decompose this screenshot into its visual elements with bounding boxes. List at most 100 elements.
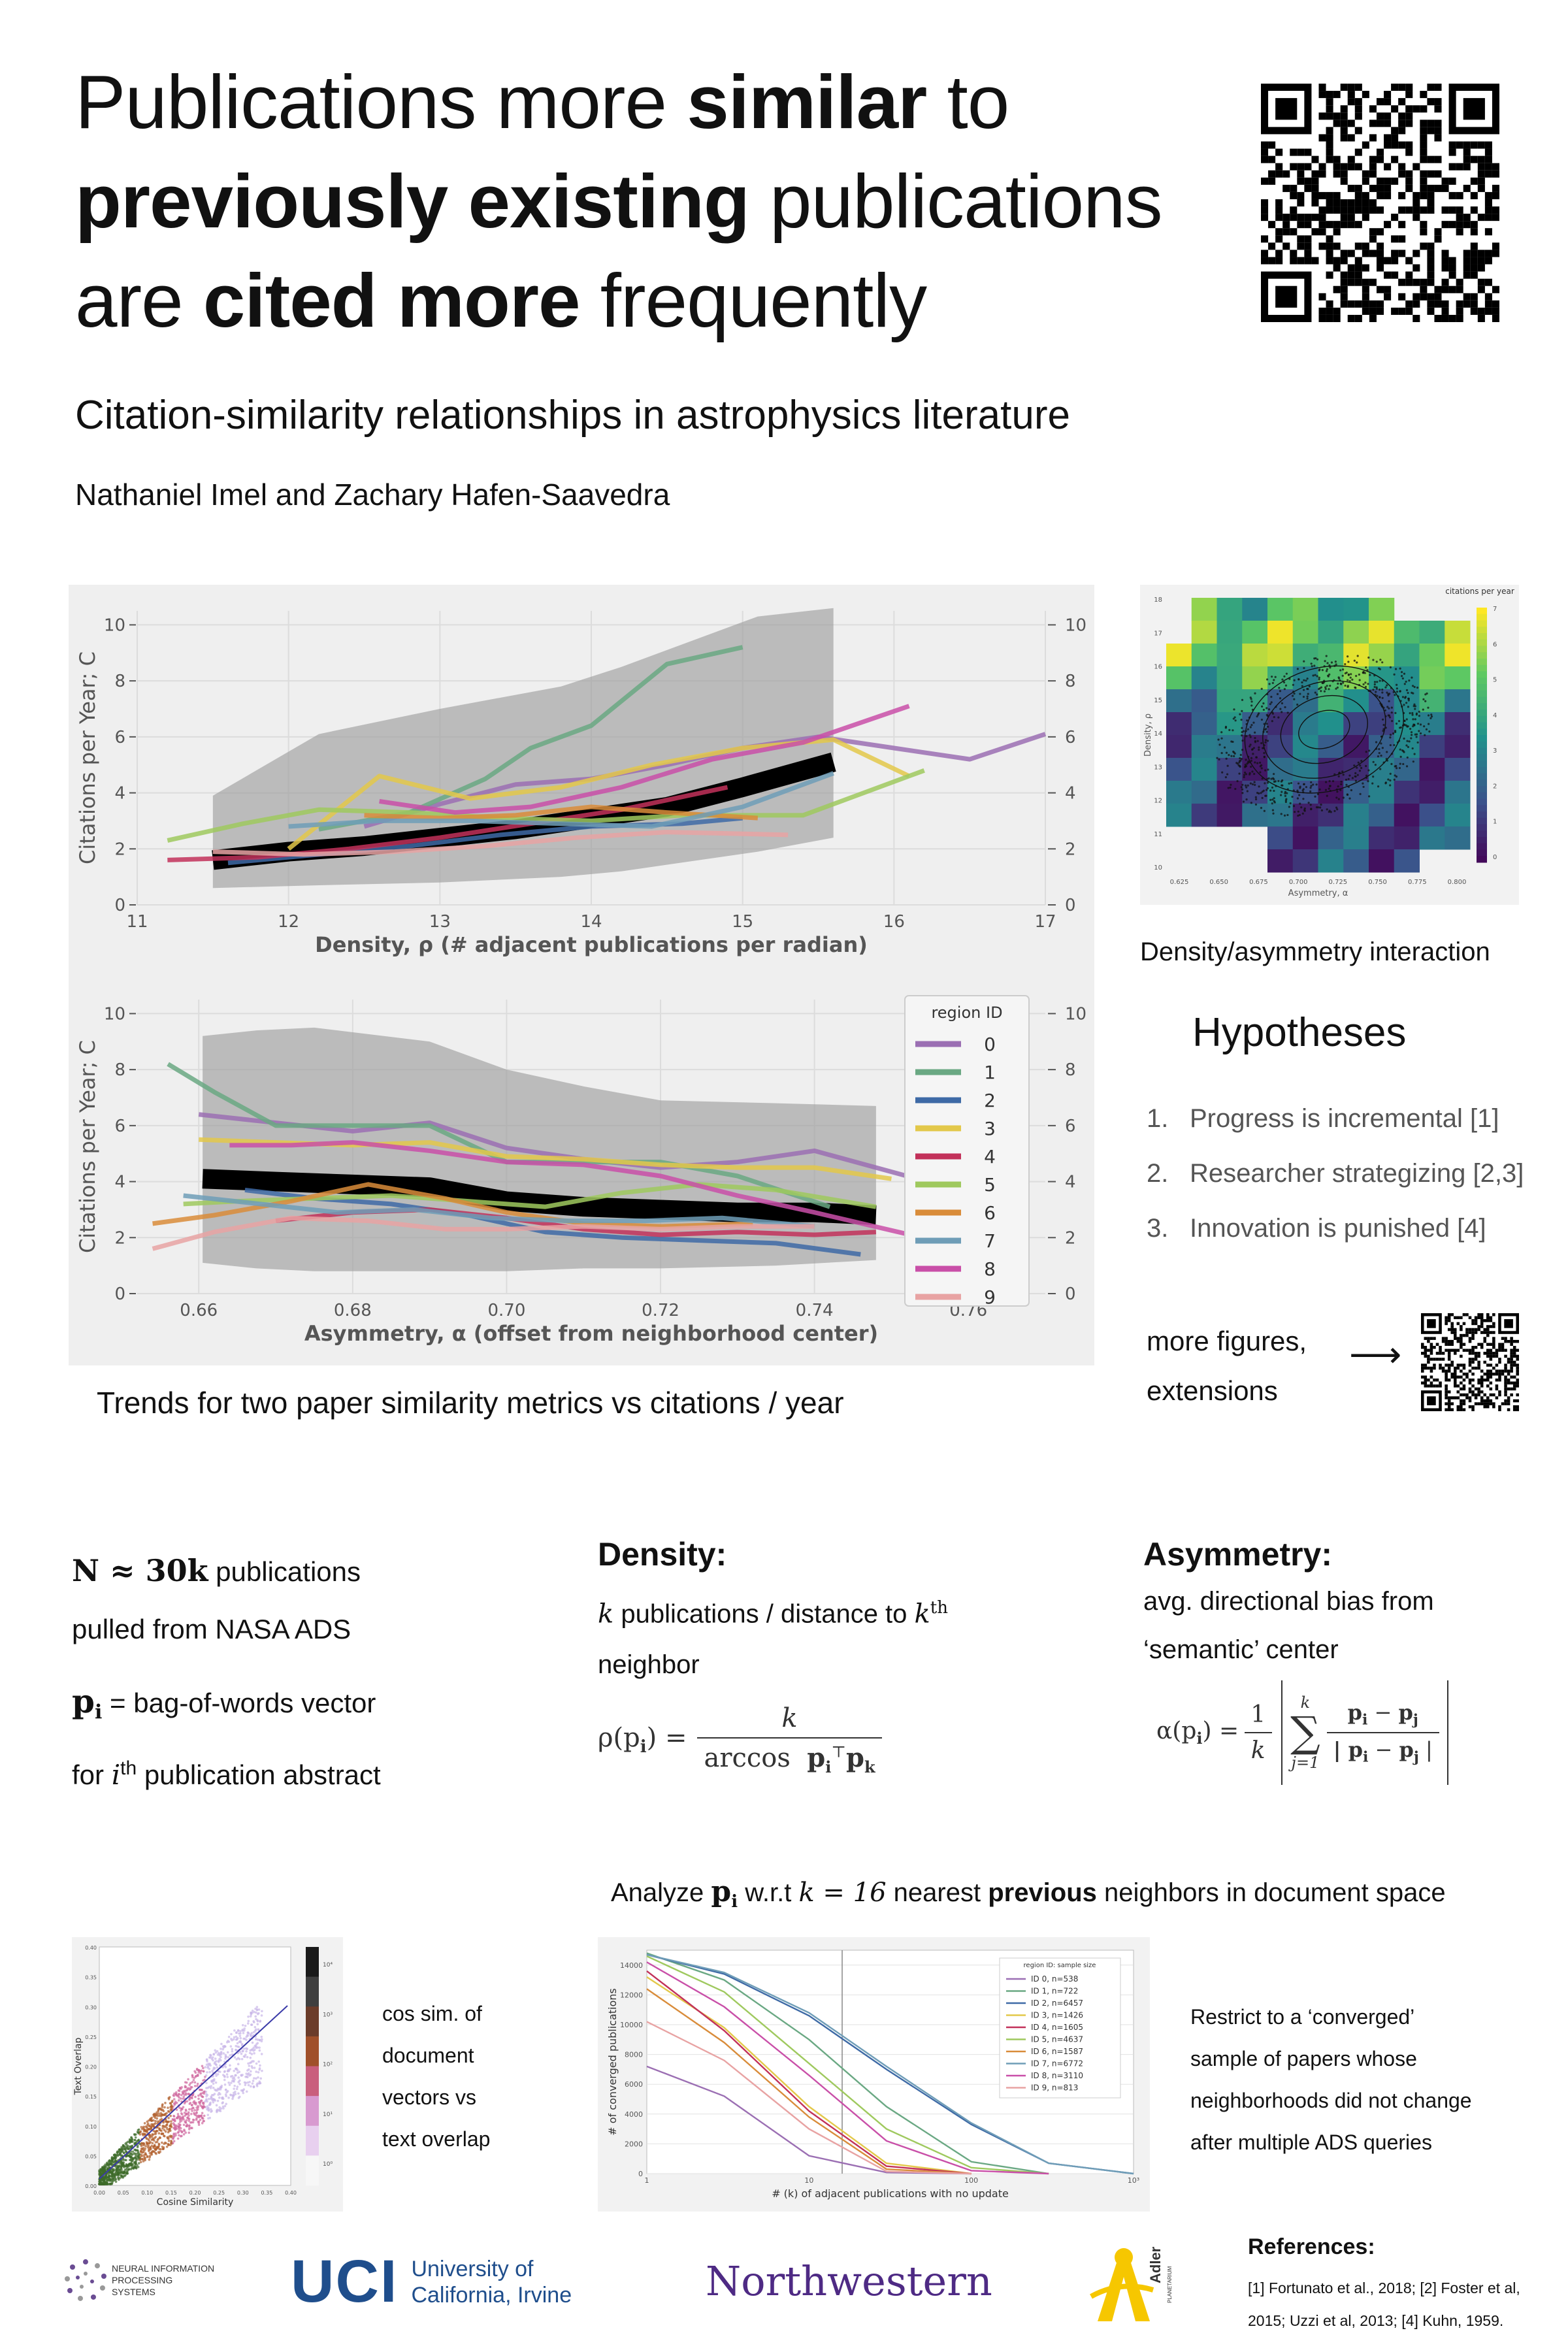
heatmap-cell [1217,666,1243,690]
scatter-point [137,2128,140,2131]
heatmap-point [1285,672,1288,675]
x-tick-label: 11 [126,912,148,932]
neurips-logo[interactable]: NEURAL INFORMATION PROCESSING SYSTEMS [62,2251,219,2310]
qr-module [1376,98,1384,106]
heatmap-cell [1292,849,1318,873]
qr-module [1405,120,1413,127]
scatter-point [242,2031,245,2034]
qr-module [1340,84,1348,91]
qr-module [1492,214,1499,221]
scatter-point [157,2132,161,2134]
scatter-point [149,2148,152,2151]
scatter-point [163,2134,165,2137]
heatmap-cell [1394,849,1420,873]
uci-logo[interactable]: UCI University of California, Irvine [291,2248,572,2315]
qr-module [1456,141,1463,149]
colorbar-segment [1477,659,1487,666]
qr-module [1398,120,1406,127]
series-line-region-9 [212,830,789,857]
qr-module [1326,235,1333,243]
scatter-point [162,2148,165,2150]
northwestern-logo[interactable]: Northwestern [706,2257,992,2305]
heatmap-point [1298,794,1301,796]
qr-module [1470,307,1478,315]
scatter-point [220,2051,223,2053]
heatmap-cell [1445,689,1471,713]
qr-module [1340,127,1348,135]
qr-module [1477,257,1485,265]
scatter-point [231,2050,234,2053]
colorbar-segment [1477,837,1487,844]
scatter-point [147,2119,150,2122]
heatmap-point [1296,668,1299,670]
qr-module [1420,191,1428,199]
colorbar-tick: 5 [1493,677,1497,684]
qr-module [1484,191,1492,199]
qr-module [1340,177,1348,185]
qr-module [1261,206,1269,214]
qr-module [1504,1348,1507,1352]
heatmap-point [1389,736,1392,739]
heatmap-cell [1318,598,1344,621]
qr-module [1463,155,1471,163]
colorbar-label: citations per year [1445,587,1514,596]
qr-module [1492,1393,1495,1397]
heatmap-point [1387,778,1390,781]
scatter-point [231,2097,234,2100]
scatter-point [167,2140,171,2142]
scatter-point [167,2110,170,2113]
heatmap-point [1324,687,1327,691]
scatter-point [237,2092,240,2095]
heatmap-point [1387,694,1390,696]
legend-label: 6 [984,1202,996,1224]
qr-module [1456,1366,1460,1370]
legend-title: region ID [931,1004,1002,1022]
heatmap-point [1266,730,1268,733]
heatmap-point [1347,655,1349,658]
scatter-point [110,2181,114,2184]
heatmap-point [1306,695,1309,698]
heatmap-point [1266,740,1269,742]
heatmap-cell [1369,758,1395,781]
qr-module [1268,242,1276,250]
colorbar-segment [1477,798,1487,806]
qr-module [1470,206,1478,214]
qr-code-small[interactable] [1421,1313,1519,1411]
heatmap-point [1397,720,1401,723]
heatmap-point [1230,783,1232,786]
scatter-point [225,2055,227,2058]
qr-module [1441,221,1449,229]
heatmap-point [1235,762,1238,764]
qr-finder-core [1275,286,1298,308]
colorbar-segment [1477,652,1487,659]
scatter-point [235,2087,238,2091]
heatmap-point [1356,655,1359,657]
scatter-point [124,2149,127,2153]
adler-logo[interactable]: Adler PLANETARIUM [1085,2244,1183,2323]
qr-module [1484,155,1492,163]
qr-module [1318,221,1326,229]
qr-module [1450,1339,1454,1343]
qr-module [1369,228,1377,236]
qr-module [1456,228,1463,236]
qr-code-large[interactable] [1261,84,1499,322]
qr-module [1427,206,1435,214]
y-axis-label: Citations per Year; C [75,1040,100,1253]
heatmap-cell [1242,598,1268,621]
qr-module [1462,1348,1466,1352]
qr-module [1340,250,1348,257]
scatter-point [137,2156,140,2159]
heatmap-point [1220,751,1223,755]
scatter-point [114,2155,117,2158]
qr-module [1468,1328,1472,1331]
qr-module [1290,206,1298,214]
qr-module [1354,127,1362,135]
scatter-point [149,2146,152,2149]
qr-module [1484,214,1492,221]
qr-module [1454,1372,1457,1376]
qr-module [1369,250,1377,257]
heatmap-point [1308,685,1311,688]
qr-module [1333,228,1341,236]
qr-module [1398,170,1406,178]
scatter-point [170,2125,172,2127]
